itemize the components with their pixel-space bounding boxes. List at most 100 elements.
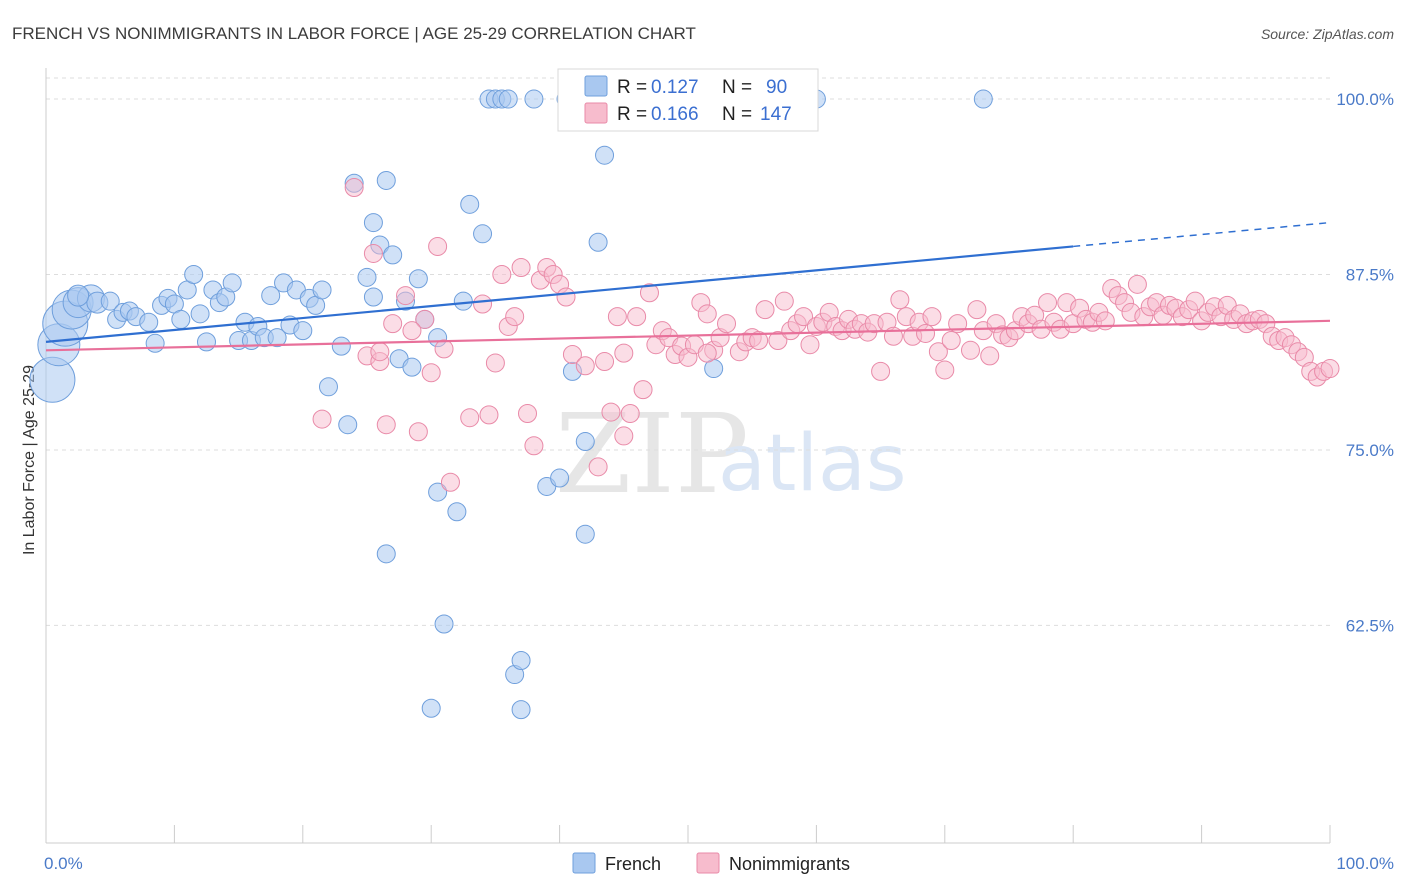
nonimmigrants-point — [312, 409, 332, 429]
x-tick-label-max: 100.0% — [1336, 854, 1394, 873]
y-tick-label: 100.0% — [1336, 90, 1394, 109]
legend-nonimmigrants-n-label: N = — [722, 104, 752, 125]
nonimmigrants-point — [755, 300, 775, 320]
nonimmigrants-point — [479, 405, 499, 425]
french-point — [524, 89, 544, 109]
trend-lines — [45, 221, 1331, 352]
nonimmigrants-point — [1038, 293, 1058, 313]
bottom-legend: French Nonimmigrants — [572, 852, 850, 874]
nonimmigrants-point — [1320, 359, 1340, 379]
french-point — [261, 286, 281, 306]
legend-swatch-nonimmigrants — [584, 102, 608, 124]
french-point — [363, 213, 383, 233]
nonimmigrants-point — [434, 339, 454, 359]
french-point — [402, 357, 422, 377]
french-point — [67, 284, 90, 307]
french-point — [376, 170, 396, 190]
chart-title: FRENCH VS NONIMMIGRANTS IN LABOR FORCE |… — [12, 24, 696, 43]
nonimmigrants-point — [948, 314, 968, 334]
french-point — [145, 333, 165, 353]
nonimmigrants-point — [717, 314, 737, 334]
nonimmigrants-point — [1185, 291, 1205, 311]
french-point — [511, 651, 531, 671]
french-point — [498, 89, 518, 109]
french-point — [511, 700, 531, 720]
nonimmigrants-point — [363, 243, 383, 263]
bottom-legend-french: French — [605, 854, 661, 874]
nonimmigrants-point — [633, 380, 653, 400]
nonimmigrants-point — [376, 415, 396, 435]
french-point — [197, 332, 216, 352]
nonimmigrants-point — [575, 356, 595, 376]
nonimmigrants-point — [383, 314, 403, 334]
nonimmigrants-point — [922, 307, 942, 327]
nonimmigrants-point — [794, 307, 814, 327]
french-point — [588, 232, 608, 252]
french-point — [331, 336, 351, 356]
legend-nonimmigrants-r-value: 0.166 — [651, 104, 699, 125]
nonimmigrants-point — [614, 343, 634, 363]
legend-nonimmigrants-n-value: 147 — [760, 104, 792, 125]
legend-nonimmigrants-r-label: R = — [617, 104, 647, 125]
nonimmigrants-point — [460, 408, 480, 428]
legend-french-n-value: 90 — [766, 77, 787, 98]
french-point — [453, 291, 473, 311]
nonimmigrants-point — [980, 346, 1000, 366]
french-point — [447, 502, 467, 522]
french-point — [595, 145, 615, 165]
nonimmigrants-series — [312, 177, 1340, 492]
nonimmigrants-point — [601, 402, 621, 422]
nonimmigrants-point — [774, 291, 794, 311]
french-point — [171, 309, 191, 329]
nonimmigrants-point — [344, 177, 364, 197]
nonimmigrants-point — [505, 307, 525, 327]
y-tick-label: 87.5% — [1346, 266, 1394, 285]
bottom-legend-swatch-french — [572, 852, 596, 874]
nonimmigrants-point — [518, 403, 537, 423]
nonimmigrants-point — [415, 309, 435, 329]
nonimmigrants-point — [928, 342, 948, 362]
nonimmigrants-point — [421, 363, 441, 383]
nonimmigrants-point — [627, 307, 647, 327]
watermark-zip: ZIP — [555, 390, 749, 518]
french-point — [139, 312, 159, 332]
french-point — [293, 321, 313, 341]
french-trend-extension — [1073, 221, 1331, 248]
legend-swatch-french — [584, 75, 608, 97]
nonimmigrants-point — [511, 257, 531, 277]
french-point — [338, 415, 358, 435]
nonimmigrants-point — [916, 323, 936, 343]
nonimmigrants-point — [485, 353, 505, 373]
nonimmigrants-point — [960, 340, 980, 360]
nonimmigrants-point — [967, 300, 987, 320]
bottom-legend-swatch-nonimmigrants — [696, 852, 720, 874]
nonimmigrants-point — [768, 330, 788, 350]
nonimmigrants-point — [941, 330, 961, 350]
french-point — [184, 265, 204, 285]
nonimmigrants-point — [588, 457, 608, 477]
y-axis-label: In Labor Force | Age 25-29 — [21, 365, 38, 555]
watermark-atlas: atlas — [718, 419, 907, 509]
nonimmigrants-point — [402, 321, 422, 341]
french-point — [222, 273, 242, 293]
y-tick-label: 75.0% — [1346, 441, 1394, 460]
french-point — [363, 287, 383, 307]
legend-french-n-label: N = — [722, 77, 752, 98]
nonimmigrants-point — [607, 307, 627, 327]
nonimmigrants-point — [639, 283, 659, 303]
bottom-legend-nonimmigrants: Nonimmigrants — [729, 854, 850, 874]
french-point — [376, 544, 396, 564]
nonimmigrants-point — [614, 426, 634, 446]
chart-source: Source: ZipAtlas.com — [1261, 26, 1394, 42]
french-point — [318, 377, 338, 397]
nonimmigrants-point — [697, 304, 717, 324]
french-point — [434, 614, 454, 634]
nonimmigrants-point — [492, 265, 512, 285]
axes — [45, 68, 1331, 844]
nonimmigrants-point — [473, 294, 493, 314]
french-point — [575, 524, 595, 544]
y-tick-labels: 100.0% 87.5% 75.0% 62.5% — [1336, 90, 1394, 635]
nonimmigrants-point — [562, 345, 582, 365]
french-point — [973, 89, 993, 109]
